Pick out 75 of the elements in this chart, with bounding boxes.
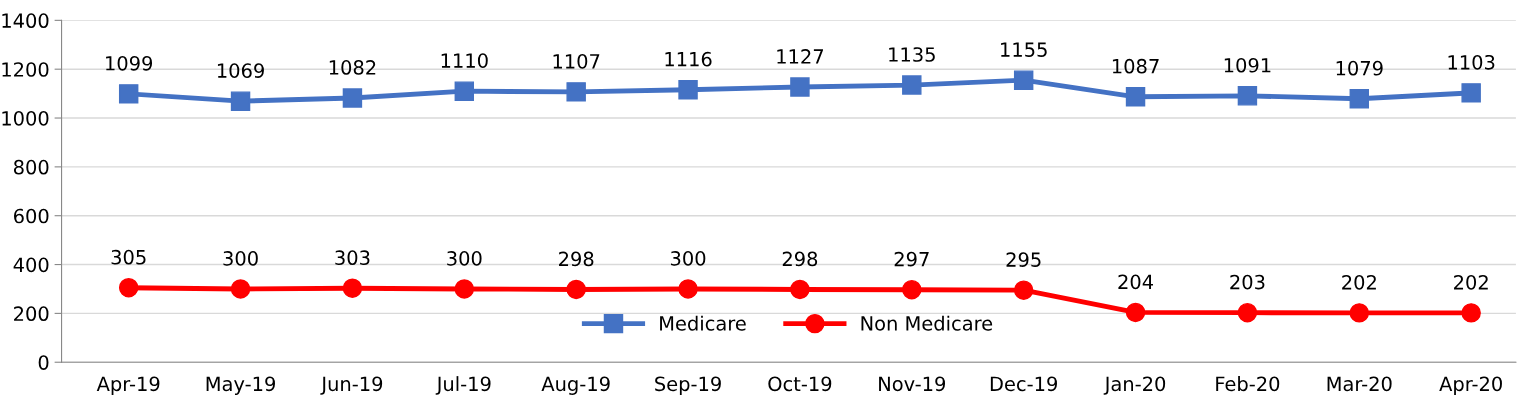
legend-label: Medicare bbox=[660, 315, 746, 331]
x-tick-label: Feb-20 bbox=[1216, 376, 1280, 392]
data-label: 1110 bbox=[441, 53, 488, 68]
point bbox=[1349, 303, 1370, 323]
data-label: 1116 bbox=[665, 51, 712, 67]
y-tick-label: 200 bbox=[14, 306, 49, 322]
x-tick-label: May-19 bbox=[206, 376, 275, 395]
x-tick-label: Nov-19 bbox=[879, 376, 946, 392]
point bbox=[902, 75, 922, 95]
point bbox=[1013, 70, 1034, 90]
data-label: 300 bbox=[447, 251, 482, 266]
data-label: 1155 bbox=[1001, 42, 1047, 57]
point bbox=[1349, 89, 1370, 109]
data-label: 1135 bbox=[889, 47, 935, 62]
point bbox=[902, 279, 922, 300]
point bbox=[790, 77, 810, 97]
data-label: 300 bbox=[670, 251, 706, 266]
data-label: 303 bbox=[335, 250, 370, 266]
x-tick-label: Jan-20 bbox=[1103, 376, 1166, 395]
data-label: 1079 bbox=[1336, 60, 1383, 76]
x-tick-label: Aug-19 bbox=[541, 376, 610, 395]
y-tick-label: 1000 bbox=[2, 110, 49, 126]
data-label: 1087 bbox=[1112, 58, 1159, 74]
point bbox=[230, 91, 251, 111]
point bbox=[1125, 302, 1146, 323]
point bbox=[1125, 87, 1146, 107]
data-label: 300 bbox=[223, 251, 258, 266]
x-tick-label: Oct-19 bbox=[768, 376, 832, 392]
point bbox=[678, 279, 698, 299]
data-label: 202 bbox=[1454, 274, 1488, 290]
x-tick-label: Apr-19 bbox=[96, 376, 160, 395]
point bbox=[454, 279, 475, 299]
y-tick-label: 800 bbox=[13, 159, 49, 175]
x-tick-label: Sep-19 bbox=[655, 376, 721, 395]
data-label: 1099 bbox=[106, 55, 153, 71]
point bbox=[566, 82, 586, 102]
data-label: 1107 bbox=[553, 53, 600, 69]
data-label: 1091 bbox=[1224, 57, 1271, 73]
legend-label: Non Medicare bbox=[861, 315, 993, 331]
data-label: 1069 bbox=[217, 63, 264, 78]
point bbox=[790, 279, 810, 300]
x-tick-label: Apr-20 bbox=[1439, 376, 1502, 395]
point bbox=[118, 278, 139, 298]
point bbox=[1237, 302, 1258, 323]
data-label: 1082 bbox=[329, 60, 376, 75]
y-tick-label: 1200 bbox=[2, 62, 49, 77]
data-label: 295 bbox=[1006, 252, 1041, 267]
point bbox=[1461, 303, 1481, 323]
data-label: 298 bbox=[782, 251, 818, 267]
x-tick-label: Jun-19 bbox=[320, 376, 383, 395]
data-label: 1127 bbox=[777, 49, 823, 64]
data-label: 202 bbox=[1342, 274, 1376, 290]
y-tick-label: 1400 bbox=[2, 13, 49, 29]
data-label: 204 bbox=[1118, 274, 1154, 290]
x-tick-label: Jul-19 bbox=[435, 376, 491, 395]
data-label: 298 bbox=[559, 251, 594, 267]
data-label: 203 bbox=[1230, 274, 1265, 290]
x-tick-label: Dec-19 bbox=[990, 376, 1057, 392]
point bbox=[118, 84, 139, 104]
point bbox=[342, 88, 363, 108]
x-tick-label: Mar-20 bbox=[1327, 376, 1392, 392]
data-label: 297 bbox=[894, 251, 929, 267]
point bbox=[230, 279, 251, 299]
y-tick-label: 0 bbox=[38, 355, 49, 370]
point bbox=[566, 279, 586, 300]
point bbox=[678, 79, 698, 100]
data-label: 1103 bbox=[1448, 54, 1495, 70]
y-tick-label: 600 bbox=[14, 208, 49, 224]
point bbox=[454, 81, 475, 101]
y-tick-label: 400 bbox=[13, 257, 49, 273]
point bbox=[1013, 280, 1034, 300]
point bbox=[1461, 83, 1481, 103]
point bbox=[1237, 86, 1258, 106]
data-label: 305 bbox=[111, 249, 146, 265]
point bbox=[342, 278, 363, 298]
